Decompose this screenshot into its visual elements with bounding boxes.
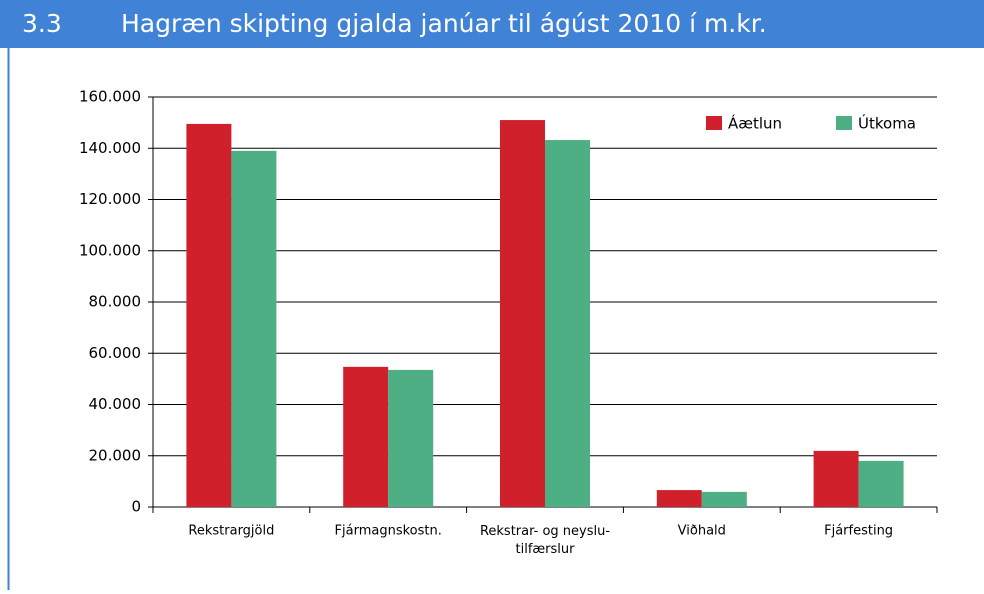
legend-label: Áætlun <box>728 114 782 133</box>
y-tick-label: 140.000 <box>79 139 141 157</box>
legend-label: Útkoma <box>858 114 916 133</box>
x-tick-label: Rekstrar- og neyslu-tilfærslur <box>480 524 610 557</box>
y-tick-label: 60.000 <box>89 344 142 362</box>
x-tick-label-line: Rekstrar- og neyslu- <box>480 524 610 539</box>
bar <box>656 490 702 507</box>
bar <box>813 450 859 507</box>
y-tick-label: 120.000 <box>79 190 141 208</box>
x-tick-label: Fjármagnskostn. <box>335 524 442 539</box>
bar <box>545 140 590 508</box>
chart-title: Hagræn skipting gjalda janúar til ágúst … <box>121 9 767 38</box>
bar <box>186 123 232 507</box>
x-tick-label-line: tilfærslur <box>516 542 576 557</box>
x-tick-label: Viðhald <box>678 524 726 539</box>
bar <box>388 369 434 507</box>
y-tick-label: 100.000 <box>79 241 141 259</box>
section-number: 3.3 <box>22 9 62 38</box>
legend-swatch <box>836 116 852 130</box>
x-tick-label: Rekstrargjöld <box>188 524 274 539</box>
bar <box>858 460 904 507</box>
y-tick-label: 0 <box>131 498 141 516</box>
legend-swatch <box>706 116 722 130</box>
y-tick-label: 80.000 <box>89 293 142 311</box>
bar <box>231 150 277 507</box>
y-tick-label: 160.000 <box>79 88 141 106</box>
header-bar <box>0 0 984 48</box>
y-tick-label: 40.000 <box>89 395 142 413</box>
bar <box>701 491 747 507</box>
bar <box>343 366 389 507</box>
x-tick-label: Fjárfesting <box>824 524 893 539</box>
bar <box>500 120 545 507</box>
y-tick-label: 20.000 <box>89 446 142 464</box>
